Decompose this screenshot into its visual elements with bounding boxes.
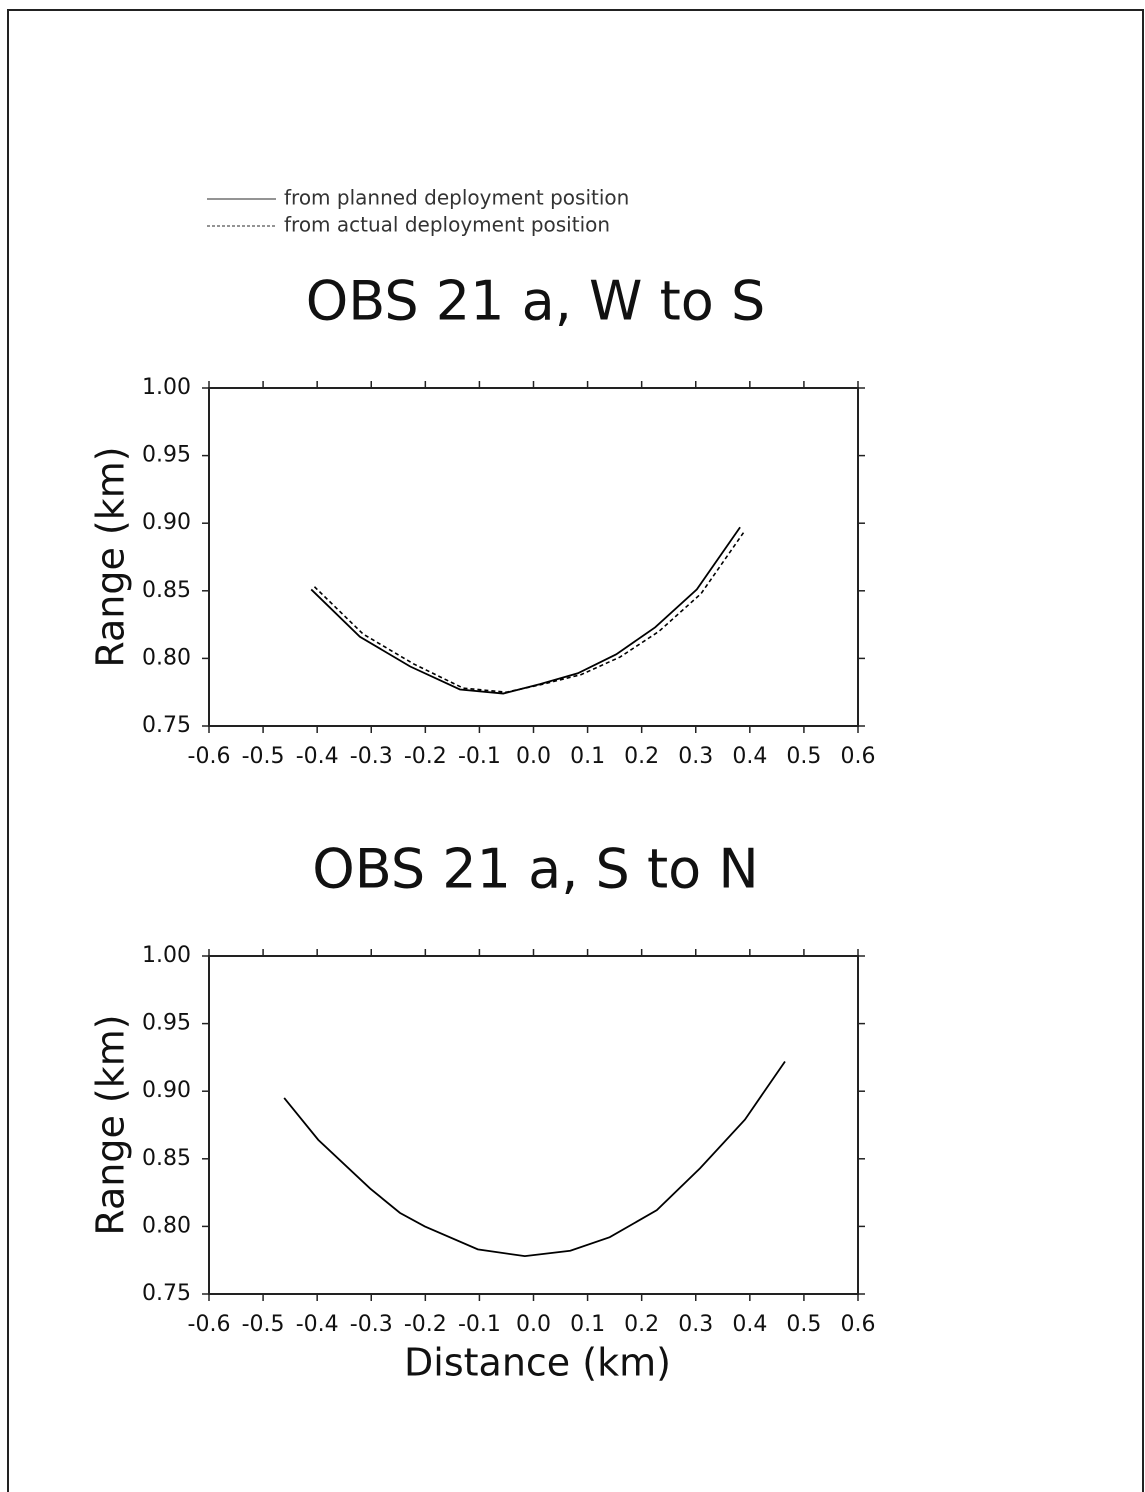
x-tick-label: -0.2 xyxy=(404,1312,447,1337)
x-tick-label: 0.4 xyxy=(732,1312,767,1337)
x-tick-label: 0.1 xyxy=(570,1312,605,1337)
y-tick-label: 0.90 xyxy=(142,1078,191,1103)
y-tick-label: 0.75 xyxy=(142,713,191,738)
data-line xyxy=(283,1060,786,1258)
x-tick-label: 0.6 xyxy=(841,1312,876,1337)
y-tick-label: 0.95 xyxy=(142,1011,191,1036)
x-tick-label: -0.3 xyxy=(350,1312,393,1337)
y-tick-label: 0.90 xyxy=(142,510,191,535)
data-line xyxy=(313,530,746,694)
data-line xyxy=(310,526,741,695)
y-tick-label: 0.85 xyxy=(142,1146,191,1171)
x-tick-label: 0.0 xyxy=(516,1312,551,1337)
y-tick-label: 1.00 xyxy=(142,943,191,968)
x-tick-label: 0.6 xyxy=(841,744,876,769)
chart-title: OBS 21 a, S to N xyxy=(312,838,759,901)
x-tick-label: -0.5 xyxy=(242,1312,285,1337)
x-tick-label: 0.2 xyxy=(624,744,659,769)
x-tick-label: 0.0 xyxy=(516,744,551,769)
x-tick-label: 0.2 xyxy=(624,1312,659,1337)
y-axis-label: Range (km) xyxy=(89,446,133,667)
y-tick-label: 0.75 xyxy=(142,1281,191,1306)
x-tick-label: -0.4 xyxy=(296,744,339,769)
y-tick-label: 0.85 xyxy=(142,578,191,603)
x-tick-label: -0.5 xyxy=(242,744,285,769)
x-tick-label: 0.1 xyxy=(570,744,605,769)
chart-title: OBS 21 a, W to S xyxy=(306,270,766,333)
y-tick-label: 0.95 xyxy=(142,443,191,468)
x-tick-label: -0.3 xyxy=(350,744,393,769)
x-tick-label: 0.3 xyxy=(678,744,713,769)
x-tick-label: 0.5 xyxy=(786,1312,821,1337)
x-tick-label: -0.4 xyxy=(296,1312,339,1337)
x-tick-label: -0.2 xyxy=(404,744,447,769)
x-tick-label: 0.5 xyxy=(786,744,821,769)
y-axis-label: Range (km) xyxy=(89,1014,133,1235)
x-tick-label: -0.6 xyxy=(188,1312,231,1337)
x-tick-label: 0.4 xyxy=(732,744,767,769)
y-tick-label: 1.00 xyxy=(142,375,191,400)
y-tick-label: 0.80 xyxy=(142,1213,191,1238)
x-tick-label: -0.1 xyxy=(458,1312,501,1337)
y-tick-label: 0.80 xyxy=(142,645,191,670)
x-tick-label: -0.6 xyxy=(188,744,231,769)
page-border xyxy=(7,9,1144,1492)
x-tick-label: 0.3 xyxy=(678,1312,713,1337)
x-axis-label: Distance (km) xyxy=(404,1341,671,1385)
legend-label: from actual deployment position xyxy=(284,213,610,237)
plot-frame xyxy=(208,387,859,727)
legend-label: from planned deployment position xyxy=(284,186,629,210)
x-tick-label: -0.1 xyxy=(458,744,501,769)
